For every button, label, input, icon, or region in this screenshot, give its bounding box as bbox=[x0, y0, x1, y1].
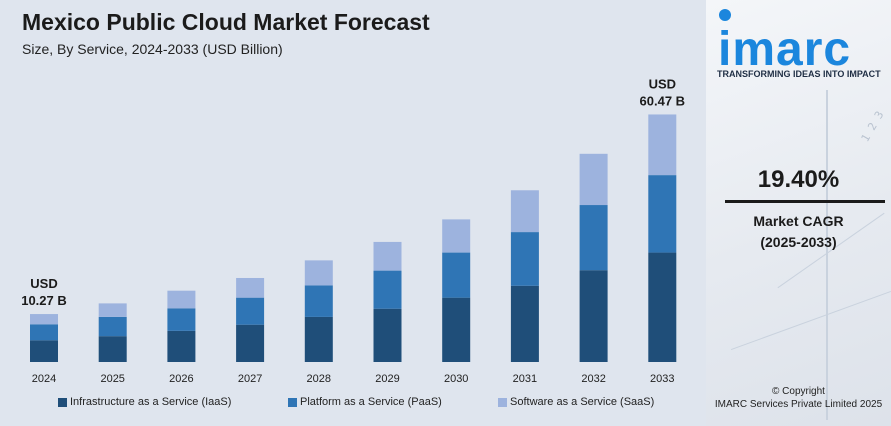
bar-segment-saas-2029 bbox=[373, 241, 402, 271]
x-tick-label-2027: 2027 bbox=[238, 373, 262, 385]
decor-background: 1 2 3 bbox=[858, 108, 887, 145]
bar-segment-iaas-2025 bbox=[98, 336, 127, 362]
x-tick-label-2031: 2031 bbox=[513, 373, 537, 385]
value-annotations: USD 10.27 B USD 60.47 B bbox=[21, 76, 685, 308]
copyright-line2: IMARC Services Private Limited 2025 bbox=[714, 399, 883, 410]
bar-segment-paas-2025 bbox=[98, 316, 127, 337]
legend-swatch-saas bbox=[498, 397, 507, 407]
legend-swatch-paas bbox=[288, 397, 297, 407]
bar-segment-paas-2028 bbox=[304, 285, 333, 317]
bar-segment-paas-2027 bbox=[236, 297, 265, 325]
legend-swatch-iaas bbox=[58, 397, 67, 407]
bar-segment-iaas-2027 bbox=[236, 324, 265, 362]
x-axis-labels: 2024 2025 2026 2027 2028 2029 2030 2031 2032 2033 bbox=[32, 373, 675, 385]
bar-segment-iaas-2029 bbox=[373, 308, 402, 362]
legend-item-saas: Software as a Service (SaaS) bbox=[498, 396, 654, 408]
first-total-label: 10.27 B bbox=[21, 293, 67, 308]
bar-segment-iaas-2033 bbox=[648, 252, 677, 362]
decor-line bbox=[826, 90, 828, 420]
bar-segment-paas-2030 bbox=[442, 252, 471, 298]
bar-segment-saas-2024 bbox=[30, 314, 58, 325]
bar-segment-saas-2025 bbox=[98, 303, 127, 317]
last-total-label: 60.47 B bbox=[640, 93, 686, 108]
cagr-value: 19.40% bbox=[757, 166, 840, 193]
bar-segment-paas-2033 bbox=[648, 175, 677, 253]
chart-panel: Mexico Public Cloud Market Forecast Size… bbox=[21, 9, 706, 412]
logo-dot bbox=[719, 9, 731, 21]
legend-item-paas: Platform as a Service (PaaS) bbox=[288, 396, 442, 408]
x-tick-label-2029: 2029 bbox=[375, 373, 399, 385]
bar-segment-saas-2033 bbox=[648, 114, 677, 176]
imarc-logo: imarc bbox=[718, 23, 852, 76]
last-total-prefix: USD bbox=[649, 76, 676, 91]
bar-segment-saas-2028 bbox=[304, 260, 333, 286]
legend-label-iaas: Infrastructure as a Service (IaaS) bbox=[70, 396, 232, 408]
copyright-notice: © Copyright IMARC Services Private Limit… bbox=[706, 385, 891, 411]
bar-segment-iaas-2024 bbox=[30, 340, 58, 362]
x-tick-label-2033: 2033 bbox=[650, 373, 674, 385]
bar-segment-saas-2032 bbox=[579, 153, 608, 206]
chart-subtitle: Size, By Service, 2024-2033 (USD Billion… bbox=[22, 41, 283, 57]
cagr-label-line2: (2025-2033) bbox=[760, 234, 837, 250]
legend-label-paas: Platform as a Service (PaaS) bbox=[300, 396, 442, 408]
bar-segment-saas-2027 bbox=[236, 277, 265, 298]
x-tick-label-2024: 2024 bbox=[32, 373, 56, 385]
bar-segment-iaas-2031 bbox=[510, 285, 539, 362]
bar-segment-paas-2024 bbox=[30, 324, 58, 341]
cagr-label: Market CAGR (2025-2033) bbox=[706, 211, 891, 253]
bar-segment-paas-2029 bbox=[373, 270, 402, 309]
brand-tagline: TRANSFORMING IDEAS INTO IMPACT bbox=[717, 69, 881, 79]
x-tick-label-2032: 2032 bbox=[581, 373, 605, 385]
bar-segment-iaas-2028 bbox=[304, 316, 333, 362]
decor-line bbox=[730, 290, 891, 351]
x-tick-label-2028: 2028 bbox=[307, 373, 331, 385]
chart-legend: Infrastructure as a Service (IaaS) Platf… bbox=[30, 396, 706, 412]
x-tick-label-2026: 2026 bbox=[169, 373, 193, 385]
bar-segment-iaas-2030 bbox=[442, 297, 471, 362]
bar-segment-paas-2026 bbox=[167, 308, 196, 331]
legend-label-saas: Software as a Service (SaaS) bbox=[510, 396, 655, 408]
cagr-label-line1: Market CAGR bbox=[753, 213, 844, 229]
x-tick-label-2030: 2030 bbox=[444, 373, 468, 385]
bar-segment-saas-2030 bbox=[442, 219, 471, 253]
stacked-bar-chart: 2024 2025 2026 2027 2028 2029 2030 2031 2032 2033… bbox=[21, 76, 685, 385]
bar-segment-saas-2026 bbox=[167, 290, 196, 309]
x-tick-label-2025: 2025 bbox=[100, 373, 124, 385]
bar-segment-iaas-2032 bbox=[579, 270, 608, 362]
first-total-prefix: USD bbox=[30, 276, 57, 291]
cagr-divider bbox=[725, 200, 885, 203]
bar-segment-paas-2032 bbox=[579, 205, 608, 271]
chart-title: Mexico Public Cloud Market Forecast bbox=[22, 9, 430, 35]
copyright-line1: © Copyright bbox=[772, 386, 825, 397]
bar-segment-iaas-2026 bbox=[167, 330, 196, 362]
legend-item-iaas: Infrastructure as a Service (IaaS) bbox=[58, 396, 231, 408]
brand-panel: 1 2 3 imarc TRANSFORMING IDEAS INTO IMPA… bbox=[706, 0, 891, 426]
bar-segment-paas-2031 bbox=[510, 232, 539, 286]
bar-segment-saas-2031 bbox=[510, 190, 539, 233]
bars-layer bbox=[30, 114, 677, 362]
